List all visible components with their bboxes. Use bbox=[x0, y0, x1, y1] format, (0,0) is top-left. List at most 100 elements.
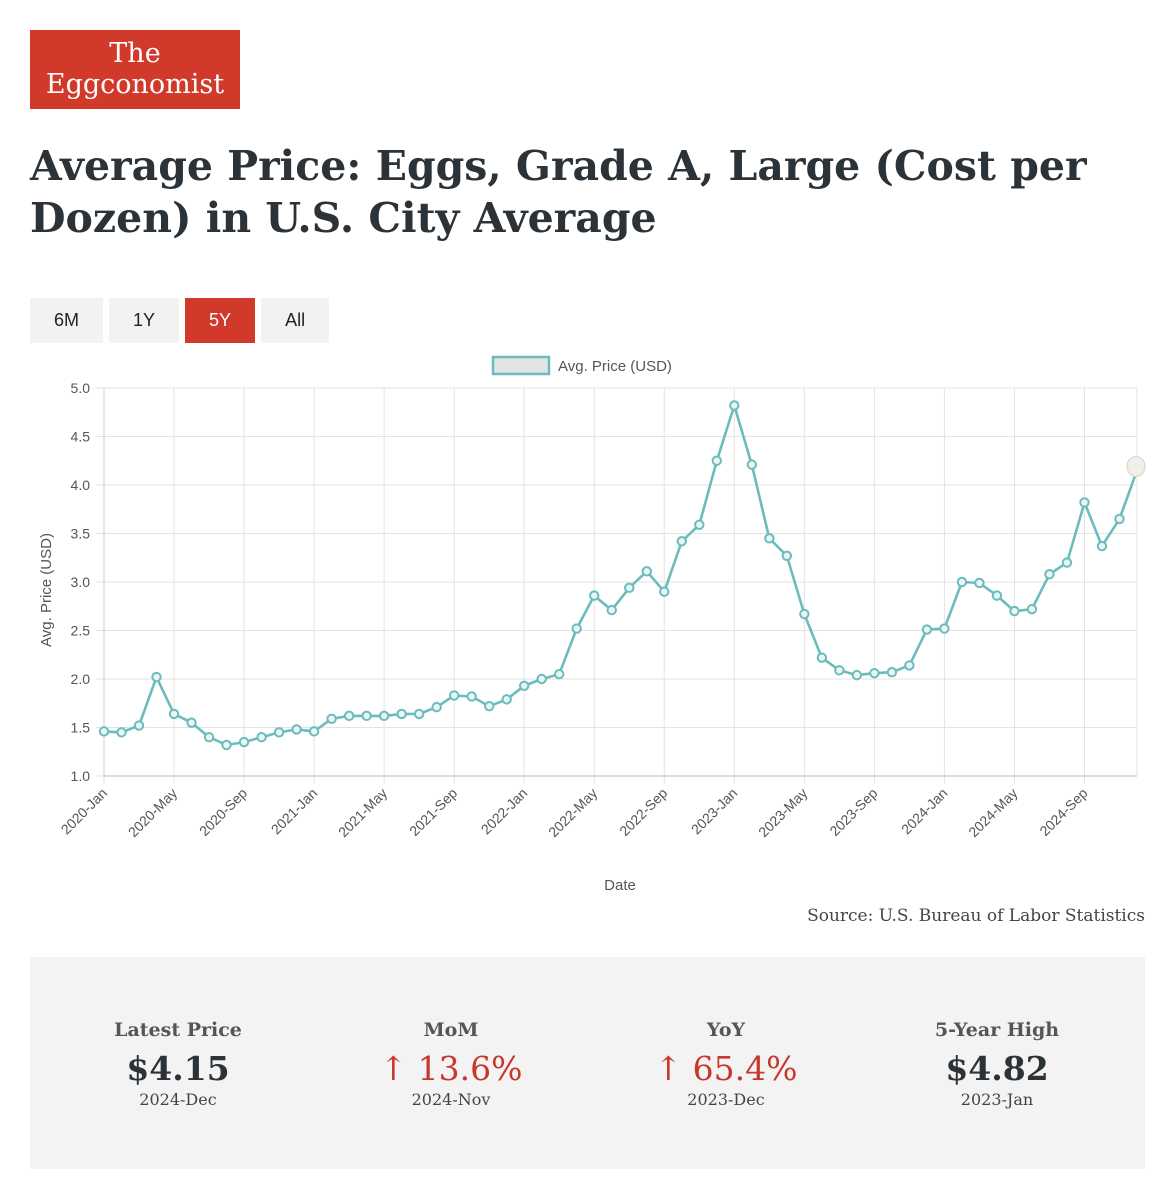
stat-value: ↑ 65.4% bbox=[654, 1049, 798, 1088]
data-point bbox=[221, 739, 232, 751]
x-tick-label: 2023-May bbox=[755, 785, 810, 840]
x-axis-title: Date bbox=[604, 877, 636, 894]
data-point bbox=[694, 519, 705, 530]
stat-yoy: YoY ↑ 65.4% 2023-Dec bbox=[596, 1019, 856, 1109]
data-point bbox=[711, 455, 722, 466]
stat-label: Latest Price bbox=[114, 1019, 242, 1041]
data-point bbox=[466, 691, 477, 702]
data-point bbox=[448, 690, 460, 701]
data-point bbox=[746, 459, 758, 470]
stat-mom: MoM ↑ 13.6% 2024-Nov bbox=[321, 1019, 581, 1109]
data-point bbox=[729, 400, 740, 411]
data-point bbox=[1009, 605, 1020, 617]
data-point bbox=[956, 576, 968, 588]
data-point bbox=[168, 708, 180, 720]
data-point bbox=[781, 550, 793, 562]
data-point bbox=[869, 667, 880, 679]
brand-logo: The Eggconomist bbox=[30, 30, 240, 109]
x-tick-label: 2021-Sep bbox=[406, 785, 460, 839]
stat-value: ↑ 13.6% bbox=[379, 1049, 523, 1088]
stats-panel: Latest Price $4.15 2024-Dec MoM ↑ 13.6% … bbox=[30, 957, 1145, 1169]
y-tick-label: 2.5 bbox=[71, 623, 91, 639]
data-point bbox=[554, 668, 565, 680]
data-point bbox=[396, 708, 407, 720]
data-point bbox=[921, 624, 933, 635]
data-point bbox=[659, 586, 670, 597]
series bbox=[98, 400, 1146, 751]
axes: 1.0 1.5 2.0 2.5 3.0 3.5 4.0 4.5 5.0 2020-Jan 2020-… bbox=[58, 380, 1137, 840]
range-5y-button[interactable]: 5Y bbox=[185, 298, 256, 343]
data-point bbox=[238, 736, 250, 748]
data-point bbox=[98, 726, 110, 737]
data-point bbox=[1026, 603, 1038, 615]
x-tick-label: 2020-Sep bbox=[196, 785, 250, 839]
data-point bbox=[483, 700, 495, 712]
data-point bbox=[816, 652, 828, 663]
data-point bbox=[1044, 569, 1055, 580]
y-tick-label: 3.0 bbox=[71, 574, 91, 590]
data-point bbox=[203, 732, 215, 743]
stat-date: 2023-Jan bbox=[960, 1090, 1034, 1109]
data-point bbox=[624, 582, 635, 594]
data-point bbox=[519, 680, 530, 691]
data-point bbox=[413, 708, 425, 720]
range-6m-button[interactable]: 6M bbox=[30, 298, 104, 343]
data-point bbox=[186, 717, 197, 728]
x-tick-label: 2023-Jan bbox=[688, 785, 741, 838]
data-point bbox=[116, 727, 127, 738]
data-point bbox=[799, 608, 810, 620]
x-tick-label: 2024-May bbox=[965, 785, 1020, 840]
data-point bbox=[641, 566, 652, 577]
y-tick-label: 4.0 bbox=[71, 477, 91, 493]
stat-label: MoM bbox=[423, 1019, 479, 1041]
page-title: Average Price: Eggs, Grade A, Large (Cos… bbox=[30, 142, 1087, 242]
data-point bbox=[1096, 540, 1108, 552]
x-tick-label: 2024-Jan bbox=[898, 785, 951, 838]
data-point bbox=[851, 669, 863, 681]
stat-date: 2023-Dec bbox=[687, 1090, 765, 1109]
range-selector: 6M 1Y 5Y All bbox=[30, 298, 330, 343]
data-point bbox=[571, 623, 582, 634]
y-tick-label: 5.0 bbox=[71, 380, 91, 396]
data-point bbox=[378, 710, 390, 722]
data-point bbox=[589, 590, 600, 601]
legend-swatch bbox=[491, 355, 551, 376]
data-point bbox=[256, 732, 267, 743]
y-tick-label: 4.5 bbox=[71, 429, 91, 445]
data-point bbox=[133, 720, 145, 731]
data-point bbox=[326, 713, 337, 724]
series-line bbox=[103, 404, 1139, 747]
data-point bbox=[1061, 557, 1073, 568]
data-point bbox=[974, 577, 985, 589]
stat-label: 5-Year High bbox=[934, 1019, 1060, 1041]
logo-line-1: The bbox=[109, 38, 161, 69]
stat-date: 2024-Nov bbox=[411, 1090, 491, 1109]
data-point bbox=[431, 701, 442, 713]
data-point bbox=[834, 665, 845, 676]
price-line-chart: 1.0 1.5 2.0 2.5 3.0 3.5 4.0 4.5 5.0 2020-Jan 2020-… bbox=[38, 355, 1146, 894]
x-tick-label: 2023-Sep bbox=[826, 785, 880, 839]
stat-latest-price: Latest Price $4.15 2024-Dec bbox=[48, 1019, 308, 1109]
stat-five-year-high: 5-Year High $4.82 2023-Jan bbox=[867, 1019, 1127, 1109]
stat-label: YoY bbox=[706, 1019, 746, 1041]
stat-value: $4.15 bbox=[126, 1049, 230, 1088]
data-point bbox=[151, 671, 162, 683]
x-tick-label: 2020-May bbox=[125, 785, 180, 840]
range-all-button[interactable]: All bbox=[261, 298, 330, 343]
data-point bbox=[1079, 497, 1090, 508]
stat-value: $4.82 bbox=[945, 1049, 1049, 1088]
x-tick-label: 2024-Sep bbox=[1036, 785, 1090, 839]
data-point bbox=[606, 604, 617, 616]
logo-line-2: Eggconomist bbox=[45, 69, 225, 101]
data-point bbox=[343, 710, 355, 722]
source-note: Source: U.S. Bureau of Labor Statistics bbox=[807, 906, 1145, 926]
y-tick-label: 3.5 bbox=[71, 526, 91, 542]
x-tick-label: 2022-Jan bbox=[478, 785, 531, 838]
y-tick-label: 1.0 bbox=[71, 768, 91, 784]
x-tick-label: 2021-May bbox=[335, 785, 390, 840]
data-point bbox=[361, 710, 372, 722]
x-tick-label: 2020-Jan bbox=[58, 785, 111, 838]
range-1y-button[interactable]: 1Y bbox=[109, 298, 180, 343]
y-axis-title: Avg. Price (USD) bbox=[38, 533, 55, 647]
chart-legend[interactable]: Avg. Price (USD) bbox=[491, 355, 672, 376]
